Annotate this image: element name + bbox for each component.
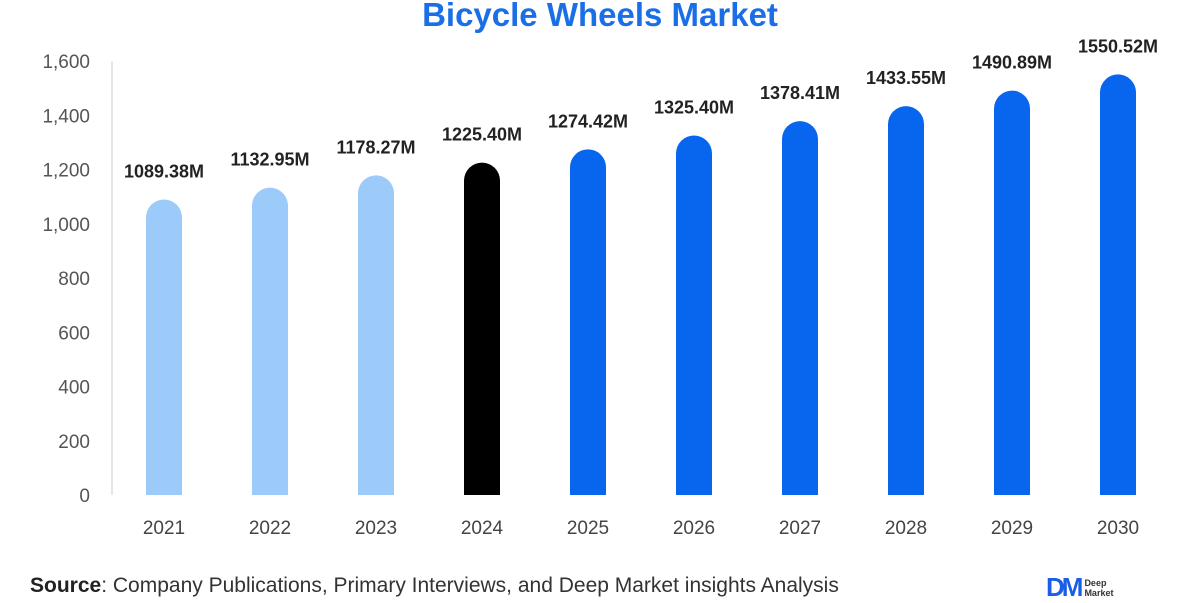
- logo-text-1: Deep: [1084, 577, 1107, 588]
- chart-title: Bicycle Wheels Market: [422, 0, 778, 33]
- bar-2021: [146, 199, 182, 495]
- x-tick-label: 2024: [461, 518, 504, 539]
- logo: DM Deep Market: [1046, 572, 1113, 603]
- y-tick-label: 600: [58, 323, 90, 344]
- source-text: : Company Publications, Primary Intervie…: [101, 574, 839, 597]
- bar-2027: [782, 121, 818, 495]
- data-label: 1490.89M: [972, 53, 1052, 73]
- data-label: 1433.55M: [866, 68, 946, 88]
- x-tick-label: 2028: [885, 518, 927, 539]
- bar-2025: [570, 149, 606, 495]
- source-note: Source: Company Publications, Primary In…: [30, 574, 839, 598]
- y-tick-label: 1,200: [42, 161, 90, 182]
- x-tick-label: 2025: [567, 518, 609, 539]
- x-tick-label: 2027: [779, 518, 821, 539]
- x-tick-label: 2029: [991, 518, 1033, 539]
- bar-2030: [1100, 74, 1136, 495]
- bar-2026: [676, 135, 712, 495]
- y-tick-label: 800: [58, 269, 90, 290]
- bar-2028: [888, 106, 924, 495]
- data-label: 1325.40M: [654, 97, 734, 117]
- data-label: 1378.41M: [760, 83, 840, 103]
- data-label: 1178.27M: [336, 137, 415, 157]
- y-tick-label: 400: [58, 378, 90, 399]
- x-tick-label: 2026: [673, 518, 715, 539]
- x-tick-label: 2030: [1097, 518, 1139, 539]
- source-label: Source: [30, 574, 102, 597]
- y-tick-label: 1,600: [42, 52, 90, 73]
- data-label: 1274.42M: [548, 111, 628, 131]
- x-tick-label: 2022: [249, 518, 291, 539]
- bar-2022: [252, 187, 288, 495]
- y-tick-label: 1,000: [42, 215, 90, 236]
- y-tick-label: 200: [58, 432, 90, 453]
- y-tick-label: 1,400: [42, 106, 90, 127]
- data-label: 1225.40M: [442, 125, 522, 145]
- x-tick-label: 2023: [355, 518, 397, 539]
- logo-mark: DM: [1046, 572, 1083, 602]
- bar-2024: [464, 162, 500, 496]
- data-label: 1089.38M: [124, 162, 204, 182]
- logo-text-2: Market: [1084, 587, 1114, 598]
- bar-2023: [358, 175, 394, 495]
- x-tick-label: 2021: [143, 518, 185, 539]
- data-label: 1132.95M: [230, 150, 309, 170]
- data-label: 1550.52M: [1078, 36, 1158, 56]
- y-tick-label: 0: [79, 486, 90, 507]
- bar-2029: [994, 90, 1030, 496]
